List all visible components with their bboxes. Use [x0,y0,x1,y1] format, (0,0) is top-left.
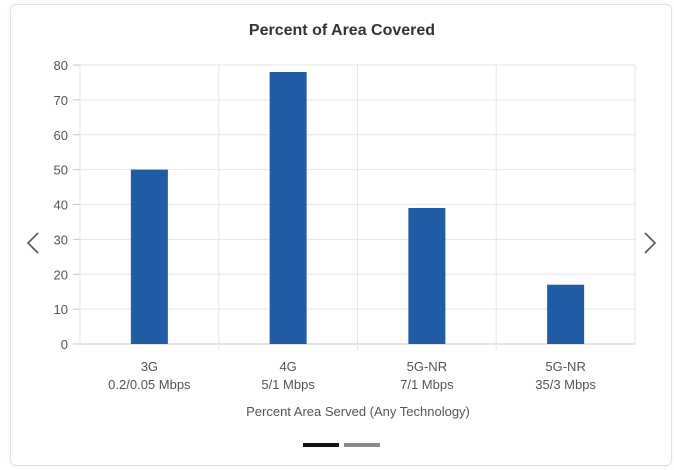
x-tick-sublabel: 5/1 Mbps [261,377,315,392]
y-tick-label: 30 [54,232,68,247]
previous-chart-button[interactable] [20,223,46,263]
x-tick-sublabel: 35/3 Mbps [535,377,596,392]
y-tick-label: 50 [54,163,68,178]
bar [547,284,585,344]
chevron-right-icon [644,232,657,254]
y-tick-label: 10 [54,302,68,317]
carousel-dot-2[interactable] [344,443,380,447]
x-tick-label: 5G-NR [407,359,447,374]
next-chart-button[interactable] [637,223,663,263]
carousel-dot-1[interactable] [303,443,339,447]
x-tick-sublabel: 0.2/0.05 Mbps [108,377,191,392]
y-tick-label: 20 [54,267,68,282]
bar [269,71,307,344]
bars [130,71,585,344]
bar [130,169,168,344]
bar [408,207,446,344]
x-tick-sublabel: 7/1 Mbps [400,377,454,392]
y-tick-label: 0 [61,337,68,352]
chart-title: Percent of Area Covered [249,22,435,39]
x-axis-label: Percent Area Served (Any Technology) [246,404,470,419]
x-tick-label: 4G [279,359,296,374]
carousel-indicators [0,443,674,449]
x-tick-label: 3G [141,359,158,374]
y-tick-label: 80 [54,58,68,73]
y-tick-label: 40 [54,198,68,213]
x-tick-label: 5G-NR [545,359,585,374]
y-tick-label: 60 [54,128,68,143]
y-tick-label: 70 [54,93,68,108]
chevron-left-icon [26,232,39,254]
x-axis: 3G 0.2/0.05 Mbps 4G 5/1 Mbps 5G-NR 7/1 Mbps 5G… [108,359,596,392]
chart-card [10,4,672,466]
y-axis: 0 10 20 30 40 50 60 70 80 [54,58,80,352]
